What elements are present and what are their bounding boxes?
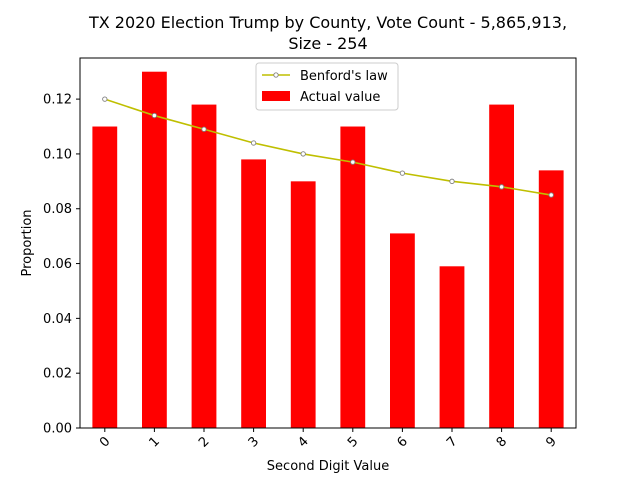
benford-point-3 bbox=[250, 140, 257, 146]
y-tick-label: 0.08 bbox=[43, 202, 72, 217]
x-tick-label: 5 bbox=[345, 434, 361, 450]
benford-point-9 bbox=[548, 192, 554, 198]
x-tick-label: 7 bbox=[444, 434, 460, 450]
benford-point-5 bbox=[350, 159, 356, 165]
legend-line-marker bbox=[273, 72, 279, 78]
benford-point-7 bbox=[449, 178, 455, 184]
legend-label-benford: Benford's law bbox=[300, 69, 388, 84]
benford-point-0 bbox=[102, 96, 108, 102]
bar-digit-3 bbox=[241, 159, 266, 428]
chart-title-line1: TX 2020 Election Trump by County, Vote C… bbox=[88, 13, 567, 32]
legend-box bbox=[255, 62, 399, 111]
legend-bar-swatch bbox=[262, 91, 290, 101]
y-tick-label: 0.10 bbox=[43, 147, 72, 162]
x-tick-label: 0 bbox=[97, 434, 113, 450]
bar-digit-2 bbox=[191, 104, 217, 428]
x-tick-label: 8 bbox=[494, 434, 510, 450]
bar-digit-5 bbox=[340, 126, 366, 428]
bar-digit-7 bbox=[439, 266, 465, 428]
plot-frame bbox=[79, 57, 577, 429]
bar-digit-1 bbox=[142, 71, 167, 428]
x-axis-label: Second Digit Value bbox=[267, 459, 389, 474]
x-tick-label: 4 bbox=[295, 434, 311, 450]
benford-point-2 bbox=[201, 126, 207, 132]
y-tick-label: 0.00 bbox=[43, 422, 72, 437]
plot-area: 0.00 0.02 0.04 0.06 0.08 0.10 0.12 0 1 2 3 4 5 6 7 8 9 Be… bbox=[43, 57, 577, 451]
bar-digit-8 bbox=[489, 104, 514, 428]
x-tick-label: 6 bbox=[395, 434, 411, 450]
bar-digit-6 bbox=[390, 233, 415, 428]
x-tick-label: 1 bbox=[147, 434, 163, 450]
y-axis-label: Proportion bbox=[20, 209, 35, 276]
benford-point-1 bbox=[151, 112, 158, 119]
bar-digit-9 bbox=[538, 170, 564, 429]
x-tick-label: 3 bbox=[246, 434, 262, 450]
legend-label-actual: Actual value bbox=[300, 90, 380, 105]
chart-title-line2: Size - 254 bbox=[288, 34, 367, 53]
benford-point-8 bbox=[498, 184, 505, 190]
x-tick-label: 9 bbox=[543, 434, 559, 450]
y-tick-label: 0.12 bbox=[43, 93, 72, 108]
y-tick-label: 0.06 bbox=[43, 257, 72, 272]
benford-point-6 bbox=[399, 170, 406, 176]
x-tick-label: 2 bbox=[196, 434, 212, 450]
y-tick-label: 0.02 bbox=[43, 367, 72, 382]
y-tick-label: 0.04 bbox=[43, 312, 72, 327]
bar-digit-0 bbox=[92, 126, 118, 428]
benford-point-4 bbox=[300, 151, 306, 157]
bar-digit-4 bbox=[290, 181, 316, 428]
benford-line bbox=[104, 98, 552, 196]
